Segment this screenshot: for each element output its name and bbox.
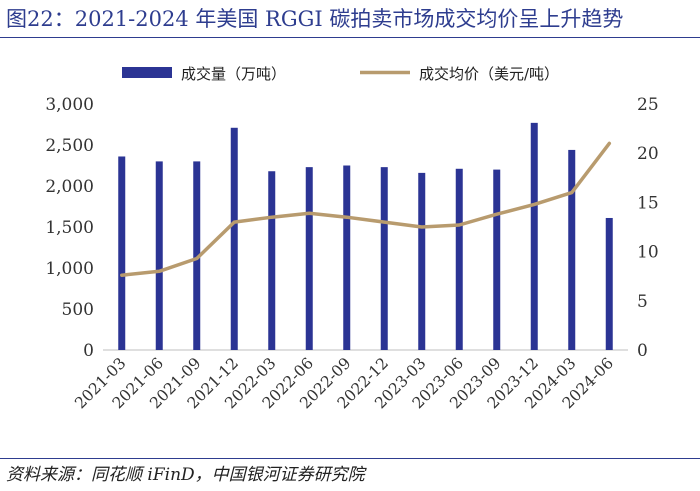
bar-2024-03 — [568, 149, 576, 350]
bar-2021-09 — [193, 161, 201, 350]
bar-2022-06 — [305, 167, 313, 350]
source-note: 资料来源：同花顺 iFinD，中国银河证券研究院 — [6, 465, 365, 485]
bar-2021-06 — [155, 161, 163, 350]
bar-2021-03 — [118, 156, 126, 350]
y-left-tick-label: 0 — [83, 341, 94, 361]
legend-label-price: 成交均价（美元/吨） — [419, 65, 559, 83]
bar-2023-12 — [530, 122, 538, 350]
y-right-tick-label: 0 — [637, 341, 648, 361]
bar-2022-03 — [268, 171, 276, 350]
source-rule — [0, 458, 700, 459]
bar-2023-03 — [418, 172, 426, 350]
bar-series — [118, 122, 613, 350]
y-right-tick-label: 15 — [637, 193, 659, 213]
y-left-tick-label: 2,500 — [45, 136, 94, 156]
price-line — [120, 141, 612, 277]
legend-label-volume: 成交量（万吨） — [181, 65, 286, 83]
y-axis-left: 0 500 1,000 1,500 2,000 2,500 3,000 — [45, 95, 94, 361]
y-left-tick-label: 1,000 — [45, 259, 94, 279]
title-rule — [0, 37, 700, 38]
bar-2024-06 — [605, 217, 613, 350]
bar-2022-12 — [380, 167, 388, 350]
y-right-tick-label: 20 — [637, 144, 659, 164]
chart-title: 图22：2021-2024 年美国 RGGI 碳拍卖市场成交均价呈上升趋势 — [6, 7, 624, 31]
y-left-tick-label: 500 — [62, 300, 94, 320]
legend: 成交量（万吨） 成交均价（美元/吨） — [122, 65, 559, 83]
legend-swatch-volume — [122, 67, 172, 78]
y-left-tick-label: 1,500 — [45, 218, 94, 238]
line-series — [120, 141, 612, 277]
bar-2023-06 — [455, 168, 463, 350]
y-axis-right: 0 5 10 15 20 25 — [637, 95, 659, 361]
y-right-tick-label: 5 — [637, 292, 648, 312]
bar-2021-12 — [230, 127, 238, 350]
y-left-tick-label: 2,000 — [45, 177, 94, 197]
x-axis: 2021-032021-062021-092021-122022-032022-… — [71, 354, 617, 412]
y-right-tick-label: 25 — [637, 95, 659, 115]
bar-2022-09 — [343, 165, 351, 350]
y-right-tick-label: 10 — [637, 243, 659, 263]
bar-2023-09 — [493, 169, 501, 350]
y-left-tick-label: 3,000 — [45, 95, 94, 115]
